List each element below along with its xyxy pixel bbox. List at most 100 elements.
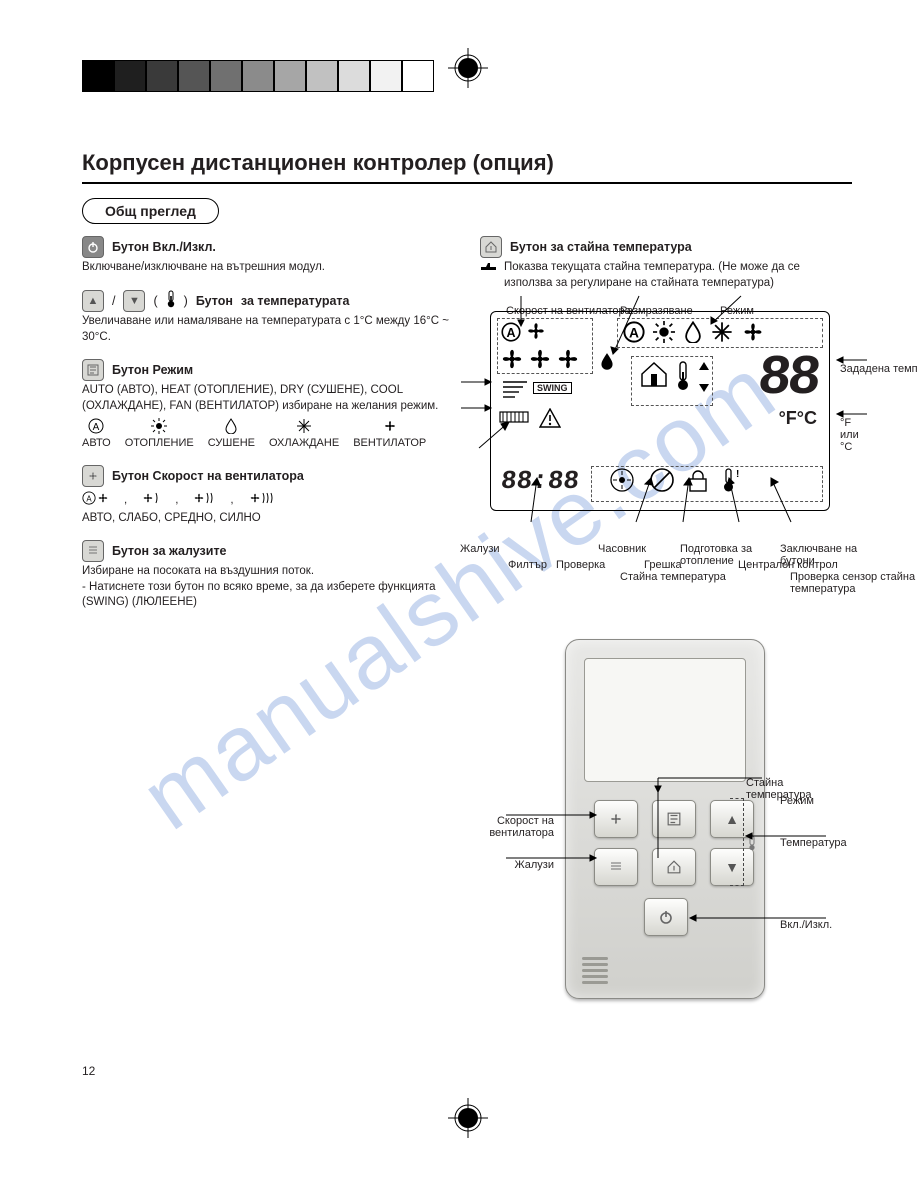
rco-louver: Жалузи xyxy=(444,859,554,871)
remote-screen xyxy=(584,658,746,782)
rco-temp: Температура xyxy=(780,837,847,849)
disp-filter-icon xyxy=(499,408,529,431)
roomtemp-note-text: Показва текущата стайна температура. (Не… xyxy=(504,260,850,291)
fan-desc: АВТО, СЛАБО, СРЕДНО, СИЛНО xyxy=(82,511,452,527)
co-sensor: Проверка сензор стайна температура xyxy=(790,571,918,595)
thermometer-icon xyxy=(166,290,176,313)
remote-louver-button[interactable] xyxy=(594,848,638,886)
disp-unit: °F°C xyxy=(779,408,817,429)
right-column: Бутон за стайна температура Показва теку… xyxy=(480,236,850,1059)
disp-clock: 88:88 xyxy=(499,466,580,496)
fan-low-icon xyxy=(141,491,161,511)
svg-text:A: A xyxy=(629,326,639,341)
louver-desc2: - Натиснете този бутон по всяко време, з… xyxy=(82,580,452,611)
mode-fan: ВЕНТИЛАТОР xyxy=(353,418,426,451)
disp-warning-icon xyxy=(539,408,561,433)
registration-mark-top xyxy=(448,48,488,88)
co-clock: Часовник xyxy=(598,543,646,555)
svg-text:!: ! xyxy=(736,469,739,480)
section-title: Корпусен дистанционен контролер (опция) xyxy=(82,150,852,176)
svg-text:A: A xyxy=(506,326,515,340)
remote-diagram: ▲ ▼ xyxy=(480,639,850,1059)
disp-defrost-icon xyxy=(599,352,615,377)
disp-sensor-icon: ! xyxy=(719,467,741,498)
mode-cool: ОХЛАЖДАНЕ xyxy=(269,418,339,451)
disp-preheat-icon xyxy=(609,467,635,498)
mode-auto: A АВТО xyxy=(82,418,111,451)
mode-heat: ОТОПЛЕНИЕ xyxy=(125,418,194,451)
disp-setpoint: 88 xyxy=(754,346,820,410)
temp-label: за температурата xyxy=(241,293,350,310)
left-column: Бутон Вкл./Изкл. Включване/изключване на… xyxy=(82,236,452,1059)
remote-thermo-icon xyxy=(748,835,756,856)
mode-icon xyxy=(82,359,104,381)
item-louver: Бутон за жалузите Избиране на посоката н… xyxy=(82,540,452,611)
power-label: Бутон Вкл./Изкл. xyxy=(112,239,216,256)
power-desc: Включване/изключване на вътрешния модул. xyxy=(82,260,452,276)
down-icon: ▼ xyxy=(123,290,145,312)
co-lock: Заключване на бутони xyxy=(780,543,870,567)
grayscale-calibration xyxy=(82,60,434,92)
remote-mode-button[interactable] xyxy=(652,800,696,838)
mode-desc: AUTO (АВТО), HEAT (ОТОПЛЕНИЕ), DRY (СУШЕ… xyxy=(82,383,452,414)
rco-power: Вкл./Изкл. xyxy=(780,919,832,931)
louver-icon xyxy=(82,540,104,562)
co-unit: °F или °C xyxy=(840,417,859,453)
roomtemp-icon xyxy=(480,236,502,258)
disp-house-icon xyxy=(639,360,669,393)
disp-thermo-arrows xyxy=(697,360,711,399)
svg-text:A: A xyxy=(86,495,92,504)
disp-lock-icon xyxy=(687,469,709,498)
fan-high-icon xyxy=(248,491,276,511)
fan-med-icon xyxy=(192,491,216,511)
co-roomtemp: Стайна температура xyxy=(620,571,740,583)
mode-label: Бутон Режим xyxy=(112,362,193,379)
fan-label: Бутон Скорост на вентилатора xyxy=(112,468,304,485)
remote-vent xyxy=(582,957,608,984)
fan-auto-icon: A xyxy=(82,491,110,511)
display-diagram: Скорост на вентилатора Размразяване Режи… xyxy=(480,311,850,591)
subsection-pill: Общ преглед xyxy=(82,198,219,224)
remote-body: ▲ ▼ xyxy=(565,639,765,999)
co-louver: Жалузи xyxy=(460,543,500,555)
disp-modes: A xyxy=(623,320,765,344)
item-fanspeed: Бутон Скорост на вентилатора A , , , АВТ… xyxy=(82,465,452,526)
roomtemp-note: Показва текущата стайна температура. (Не… xyxy=(480,260,850,291)
remote-power-button[interactable] xyxy=(644,898,688,936)
disp-swing: SWING xyxy=(533,382,572,394)
fan-row: A , , , xyxy=(82,491,452,511)
svg-text:A: A xyxy=(93,422,100,433)
louver-desc: Избиране на посоката на въздушния поток. xyxy=(82,564,452,580)
item-mode: Бутон Режим AUTO (АВТО), HEAT (ОТОПЛЕНИЕ… xyxy=(82,359,452,451)
mode-dry: СУШЕНЕ xyxy=(208,418,255,451)
item-power: Бутон Вкл./Изкл. Включване/изключване на… xyxy=(82,236,452,276)
remote-fan-button[interactable] xyxy=(594,800,638,838)
disp-auto-fan: A xyxy=(501,320,547,347)
temp-desc: Увеличаване или намаляване на температур… xyxy=(82,314,452,345)
pointing-hand-icon xyxy=(480,260,498,291)
display-panel: A A xyxy=(490,311,830,511)
section-rule xyxy=(82,182,852,184)
remote-roomtemp-button[interactable] xyxy=(652,848,696,886)
co-settemp: Зададена температура xyxy=(840,363,918,375)
power-icon xyxy=(82,236,104,258)
disp-prohibit-icon xyxy=(649,467,675,498)
item-roomtemp: Бутон за стайна температура Показва теку… xyxy=(480,236,850,291)
co-filter: Филтър xyxy=(508,559,547,571)
roomtemp-label: Бутон за стайна температура xyxy=(510,239,692,256)
temp-label-prefix: Бутон xyxy=(196,293,233,310)
up-icon: ▲ xyxy=(82,290,104,312)
louver-label: Бутон за жалузите xyxy=(112,543,227,560)
co-check: Проверка xyxy=(556,559,605,571)
page-number: 12 xyxy=(82,1064,95,1078)
registration-mark-bottom xyxy=(448,1098,488,1138)
co-error: Грешка xyxy=(644,559,682,571)
item-temp: ▲ / ▼ ( ) Бутон за температурата Увелича… xyxy=(82,290,452,346)
disp-louver-icon xyxy=(499,378,529,405)
disp-fan-levels xyxy=(499,346,581,372)
disp-thermo-icon xyxy=(675,360,691,397)
rco-fan: Скорост на вентилатора xyxy=(444,815,554,839)
fan-btn-icon xyxy=(82,465,104,487)
rco-mode: Режим xyxy=(780,795,814,807)
page-body: Корпусен дистанционен контролер (опция) … xyxy=(82,150,852,1059)
